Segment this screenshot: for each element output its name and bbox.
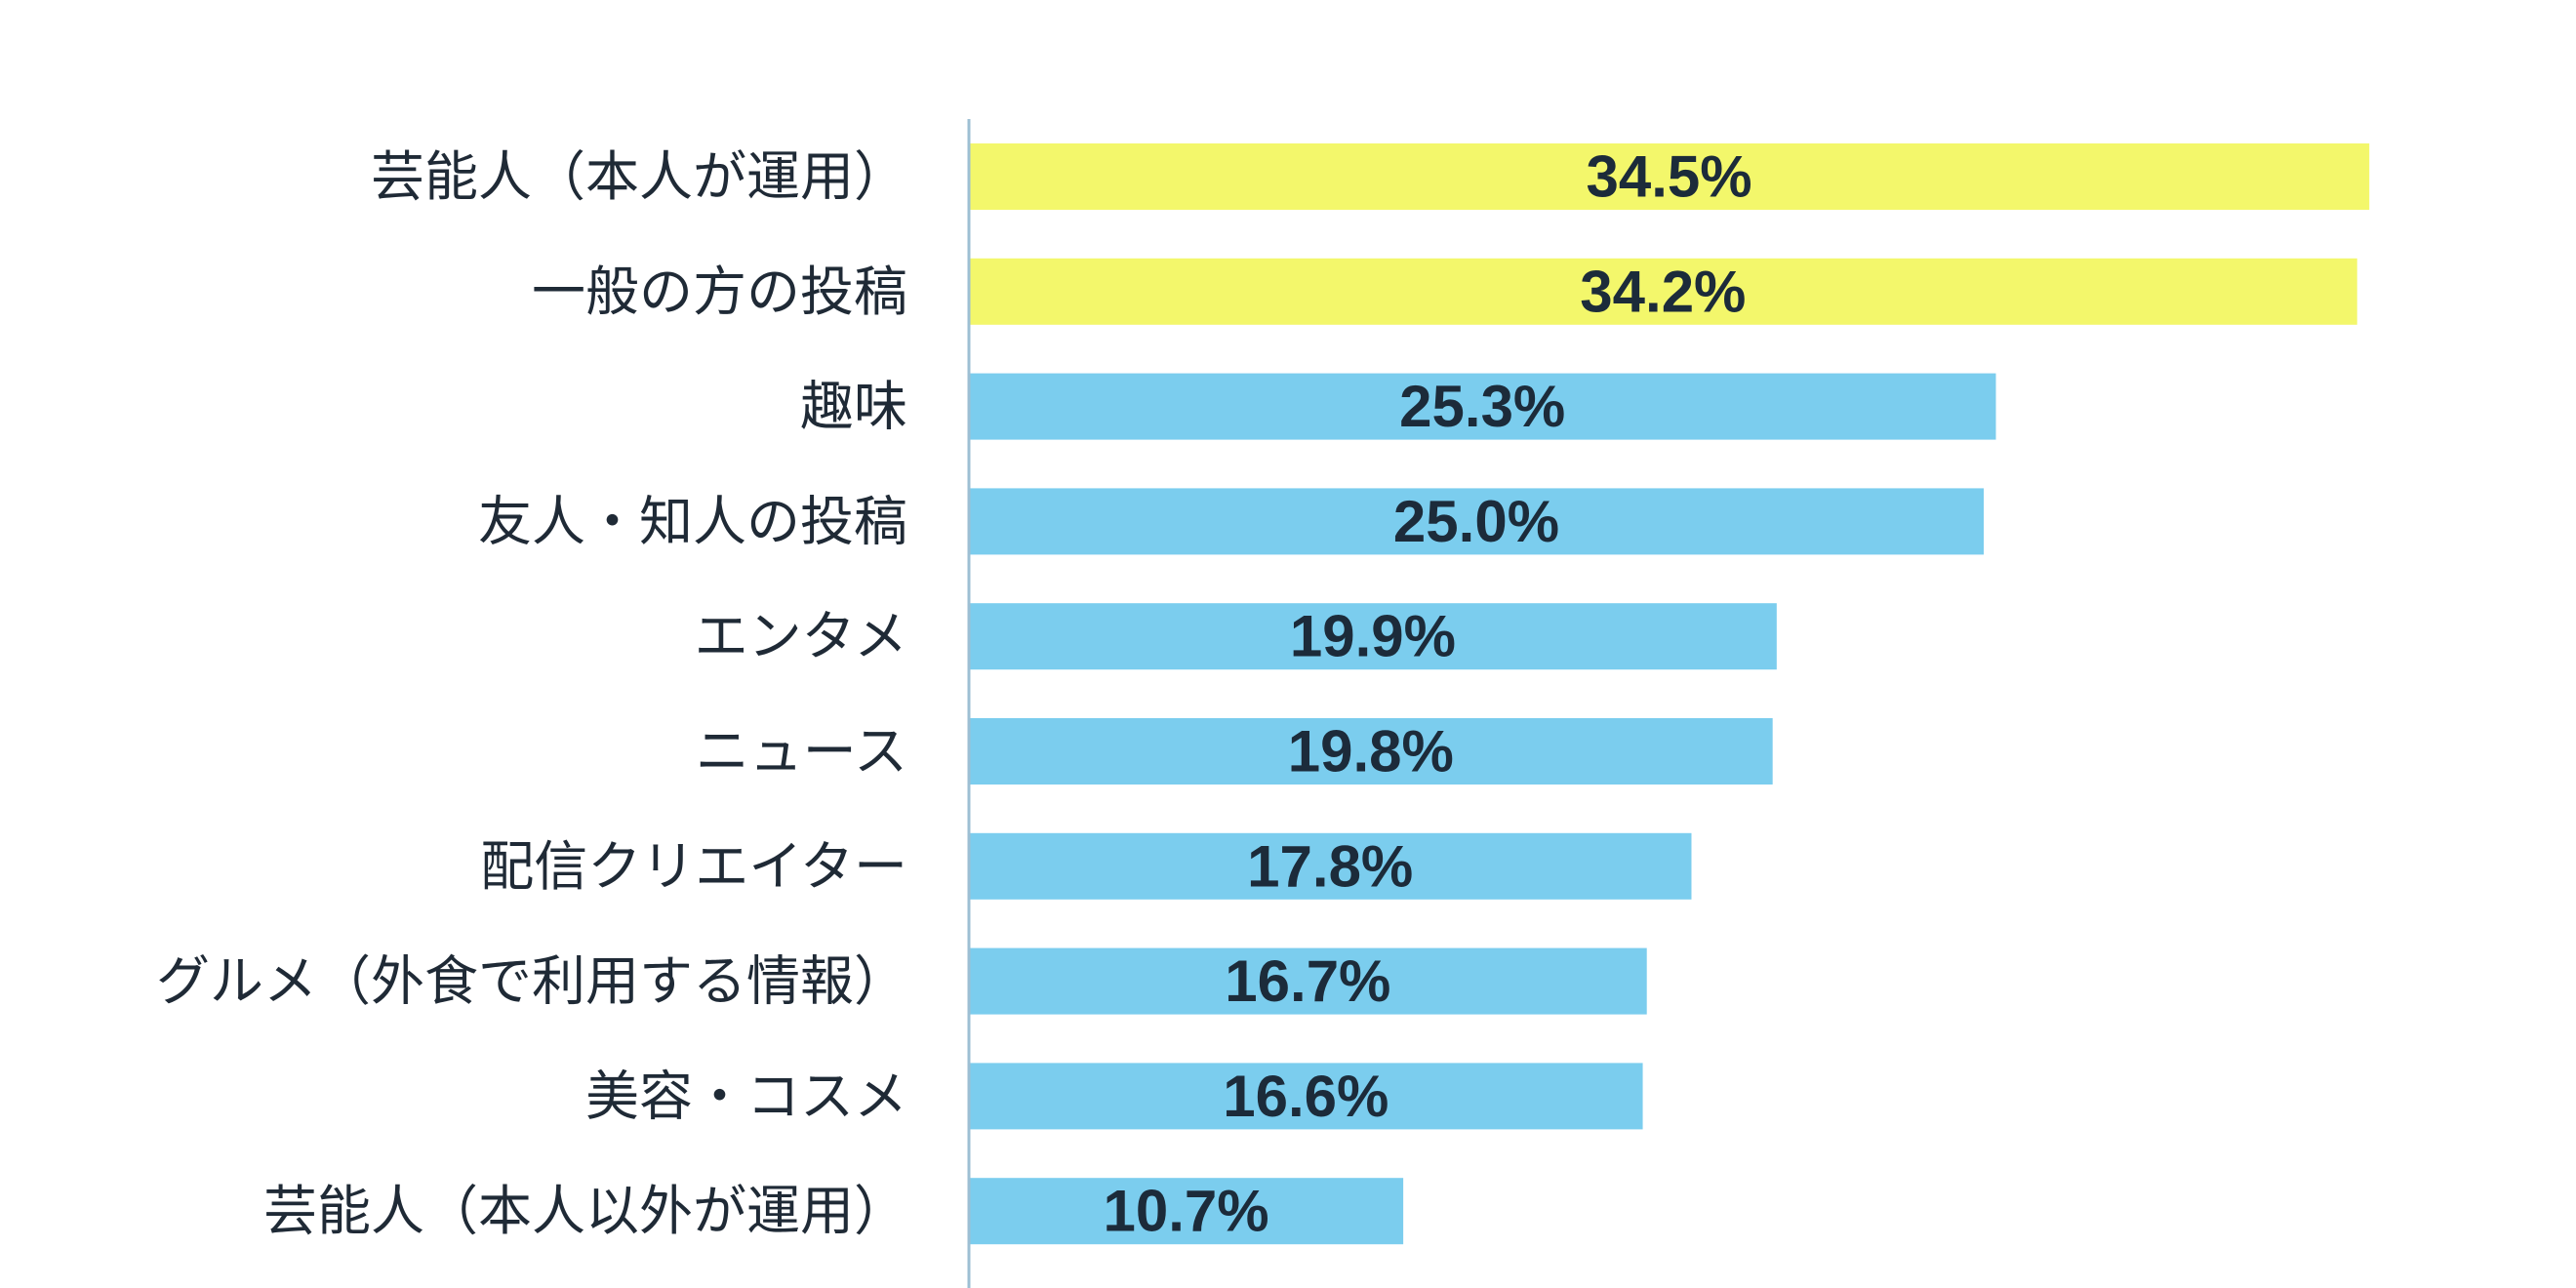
bar bbox=[969, 718, 1773, 785]
bar bbox=[969, 603, 1777, 670]
category-labels-group: 芸能人（本人が運用） 一般の方の投稿趣味友人・知人の投稿エンタメニュース配信クリエ… bbox=[156, 145, 907, 1242]
bar bbox=[969, 488, 1984, 555]
bar bbox=[969, 258, 2357, 325]
bar-value-label: 10.7% bbox=[1103, 1179, 1268, 1244]
category-label: 美容・コスメ bbox=[585, 1065, 907, 1127]
bar bbox=[969, 947, 1647, 1015]
category-label: ニュース bbox=[696, 720, 907, 783]
category-label: 芸能人（本人が運用） bbox=[371, 145, 907, 208]
category-label: 配信クリエイター bbox=[480, 835, 907, 898]
bars-group bbox=[969, 143, 2370, 1245]
category-label: 趣味 bbox=[800, 376, 907, 438]
bar-value-label: 19.8% bbox=[1288, 719, 1454, 785]
bar-value-label: 34.5% bbox=[1587, 144, 1752, 210]
bar bbox=[969, 373, 1996, 440]
bar-value-label: 34.2% bbox=[1580, 259, 1746, 324]
bar bbox=[969, 832, 1692, 900]
category-label: 友人・知人の投稿 bbox=[478, 490, 907, 552]
category-label: 芸能人（本人以外が運用） bbox=[263, 1180, 907, 1242]
bar bbox=[969, 1178, 1404, 1245]
bar bbox=[969, 1063, 1643, 1130]
category-label: エンタメ bbox=[695, 605, 907, 667]
value-labels-group: 34.5% 34.2%25.3% 25.0% 19.9% 19.8% 17.8% 16.7%… bbox=[1103, 144, 1751, 1244]
bar-value-label: 17.8% bbox=[1247, 833, 1413, 899]
bar bbox=[969, 143, 2370, 210]
category-label: 一般の方の投稿 bbox=[532, 261, 907, 323]
bar-value-label: 16.6% bbox=[1223, 1064, 1389, 1129]
category-label: グルメ（外食で利用する情報） bbox=[156, 950, 907, 1013]
bar-value-label: 25.0% bbox=[1393, 489, 1559, 554]
bar-value-label: 25.3% bbox=[1399, 374, 1565, 439]
bar-value-label: 16.7% bbox=[1225, 948, 1390, 1014]
bar-value-label: 19.9% bbox=[1290, 604, 1456, 669]
